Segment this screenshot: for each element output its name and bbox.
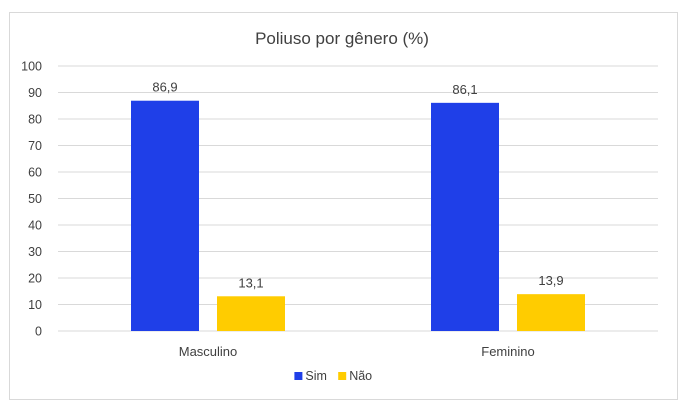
bar-não (217, 296, 285, 331)
y-tick-label: 10 (28, 298, 42, 312)
legend-swatch (294, 372, 303, 380)
x-axis-categories: Masculino Feminino (179, 344, 535, 359)
bar-sim (431, 102, 499, 332)
legend: Sim Não (294, 369, 372, 383)
y-tick-label: 60 (28, 166, 42, 180)
chart-frame (9, 12, 678, 400)
category-label: Masculino (179, 344, 238, 359)
data-label: 86,1 (452, 82, 477, 97)
category-label: Feminino (481, 344, 534, 359)
data-label: 13,9 (538, 273, 563, 288)
chart-title: Poliuso por gênero (%) (255, 29, 429, 48)
bar-sim (131, 100, 199, 331)
data-label: 86,9 (152, 80, 177, 95)
legend-label: Não (349, 369, 372, 383)
y-axis-ticks: 0 10 20 30 40 50 60 70 80 90 100 (21, 60, 42, 339)
y-tick-label: 70 (28, 139, 42, 153)
bars (131, 100, 585, 332)
y-tick-label: 30 (28, 245, 42, 259)
y-tick-label: 0 (35, 325, 42, 339)
y-tick-label: 40 (28, 219, 42, 233)
y-tick-label: 100 (21, 60, 42, 74)
data-label: 13,1 (238, 275, 263, 290)
data-labels: 86,9 13,1 86,1 13,9 (152, 80, 563, 291)
bar-não (517, 294, 585, 331)
legend-label: Sim (305, 369, 327, 383)
y-tick-label: 50 (28, 192, 42, 206)
legend-swatch (338, 372, 347, 380)
y-tick-label: 80 (28, 113, 42, 127)
y-tick-label: 90 (28, 86, 42, 100)
y-tick-label: 20 (28, 272, 42, 286)
